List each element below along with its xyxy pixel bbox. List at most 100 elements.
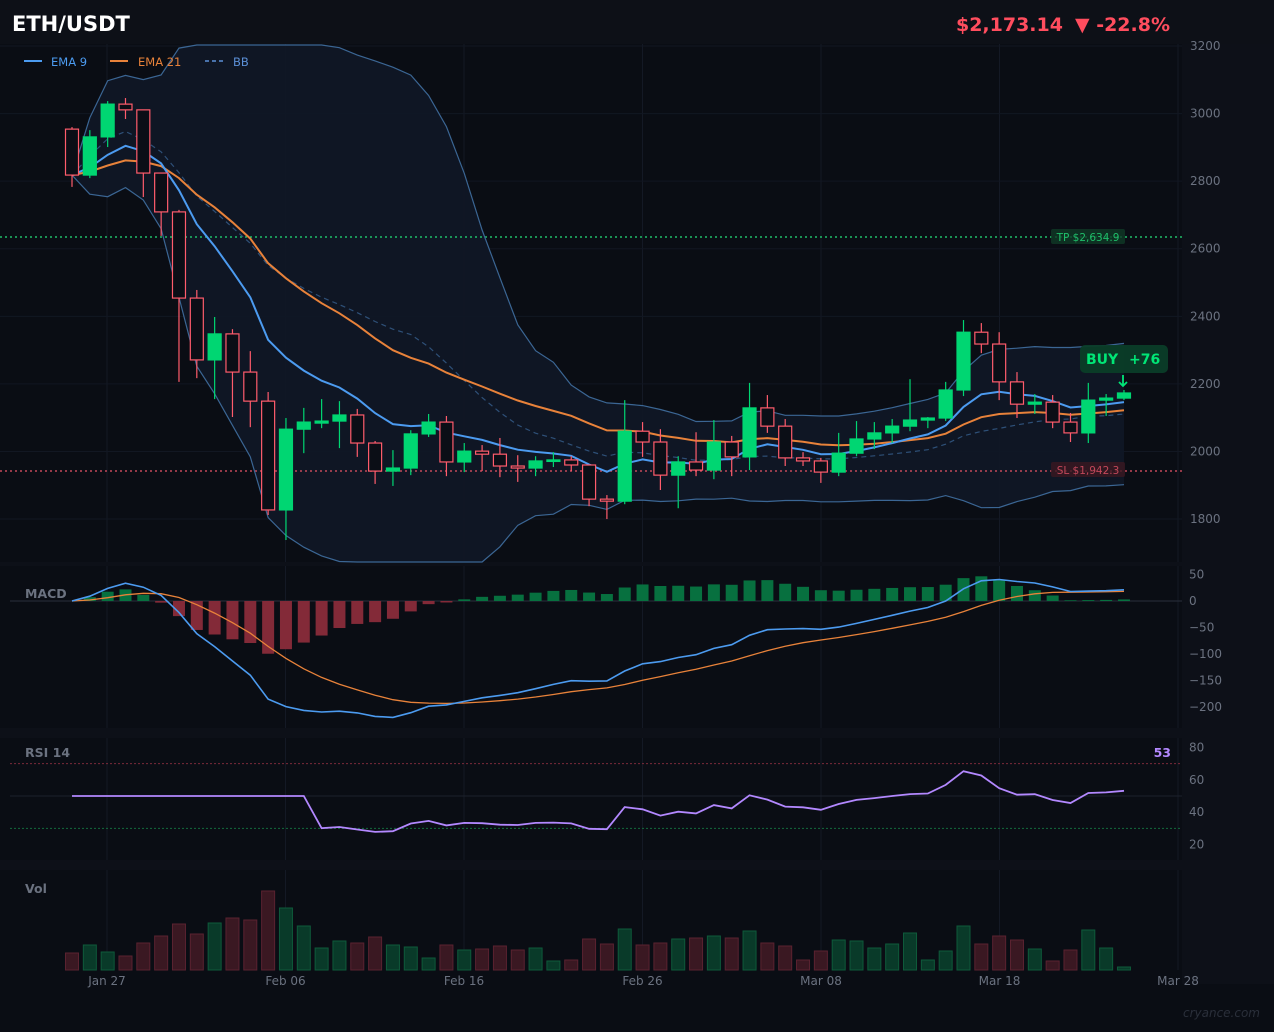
bb-lower-line [71, 174, 1125, 563]
candle[interactable] [546, 452, 561, 468]
candle[interactable] [992, 332, 1007, 401]
candle[interactable] [831, 432, 846, 477]
volume-bar [582, 938, 597, 971]
macd-histogram-bar [654, 585, 667, 601]
candle[interactable] [564, 456, 579, 472]
candle[interactable] [368, 441, 383, 484]
candle[interactable] [385, 450, 401, 486]
candle[interactable] [688, 432, 704, 477]
candle[interactable] [207, 316, 222, 400]
candle[interactable] [528, 456, 543, 477]
candle[interactable] [813, 457, 828, 483]
candle[interactable] [795, 452, 811, 467]
candle[interactable] [225, 329, 240, 418]
candle[interactable] [885, 419, 900, 444]
macd-histogram-bar [1010, 585, 1023, 601]
macd-histogram-bar [1082, 600, 1095, 601]
candle[interactable] [82, 130, 97, 179]
candle[interactable] [350, 408, 365, 457]
change-percent: ▼ -22.8% [1075, 14, 1170, 36]
candle[interactable] [296, 407, 311, 454]
macd-histogram-bar [333, 601, 346, 629]
candle[interactable] [671, 456, 686, 509]
volume-bar [207, 922, 222, 971]
candle[interactable] [1027, 394, 1042, 414]
candles[interactable] [64, 98, 1132, 541]
symbol-title: ETH/USDT [12, 12, 131, 36]
macd-histogram-bar [244, 601, 257, 644]
candle[interactable] [100, 101, 115, 148]
candle[interactable] [849, 421, 864, 457]
candle[interactable] [189, 289, 204, 379]
price-tick-label: 3000 [1190, 107, 1221, 121]
macd-histogram-bar [565, 589, 578, 601]
candle[interactable] [920, 417, 935, 429]
candle[interactable] [278, 418, 294, 541]
candle[interactable] [617, 400, 632, 505]
volume-bar [278, 907, 293, 971]
candle[interactable] [154, 172, 169, 236]
macd-histogram-bar [458, 599, 471, 601]
candle[interactable] [1063, 412, 1078, 443]
candle[interactable] [581, 464, 597, 507]
indicator-lines [71, 44, 1125, 563]
candle[interactable] [1009, 372, 1025, 419]
macd-pane[interactable] [10, 576, 1182, 719]
candle[interactable] [136, 109, 151, 198]
candle[interactable] [1116, 389, 1132, 401]
candle[interactable] [599, 495, 615, 520]
macd-signal-line [71, 590, 1125, 705]
candle[interactable] [403, 430, 418, 476]
candle[interactable] [706, 420, 721, 480]
volume-bar [1063, 949, 1078, 971]
candle[interactable] [938, 381, 953, 422]
pane-separator [0, 728, 1274, 738]
bb-upper-line [71, 44, 1125, 423]
candle[interactable] [724, 435, 739, 477]
buy-signal-badge[interactable]: BUY +76 [1080, 345, 1168, 388]
candle[interactable] [64, 127, 80, 187]
volume-bar [457, 949, 472, 971]
volume-bar [706, 935, 721, 971]
candle[interactable] [332, 401, 347, 449]
ema9-line [71, 144, 1125, 473]
candle[interactable] [956, 320, 971, 397]
candle[interactable] [778, 419, 793, 467]
bb-legend-label: BB [233, 55, 249, 69]
candle[interactable] [653, 429, 668, 491]
candle[interactable] [261, 392, 276, 516]
candle[interactable] [243, 351, 258, 428]
candle[interactable] [1045, 395, 1060, 429]
candle[interactable] [742, 382, 757, 471]
candle-body [1009, 381, 1025, 405]
candle[interactable] [867, 422, 882, 450]
candle[interactable] [421, 413, 436, 437]
volume-bar [635, 944, 650, 971]
candle[interactable] [974, 323, 989, 354]
volume-bar [778, 945, 793, 971]
candle[interactable] [635, 422, 650, 457]
volume-bar [867, 947, 882, 971]
candle[interactable] [314, 399, 329, 429]
candle[interactable] [902, 379, 918, 432]
candle[interactable] [171, 209, 187, 382]
candle[interactable] [457, 443, 472, 473]
candle[interactable] [760, 395, 775, 433]
candle[interactable] [118, 98, 133, 119]
rsi-pane[interactable] [10, 763, 1182, 833]
volume-bar [813, 950, 828, 971]
candle[interactable] [1099, 394, 1114, 417]
date-tick-label: Feb 26 [622, 974, 662, 988]
volume-pane[interactable] [65, 890, 1131, 971]
candle[interactable] [510, 455, 525, 482]
macd-histogram-bar [993, 580, 1006, 601]
candle[interactable] [439, 416, 454, 477]
sl-label-text: SL $1,942.3 [1057, 465, 1120, 477]
candle[interactable] [474, 445, 490, 472]
candle[interactable] [1081, 382, 1096, 444]
volume-bar [653, 942, 668, 971]
macd-histogram-bar [761, 580, 774, 601]
volume-bar [1009, 939, 1024, 971]
candle[interactable] [492, 437, 508, 478]
